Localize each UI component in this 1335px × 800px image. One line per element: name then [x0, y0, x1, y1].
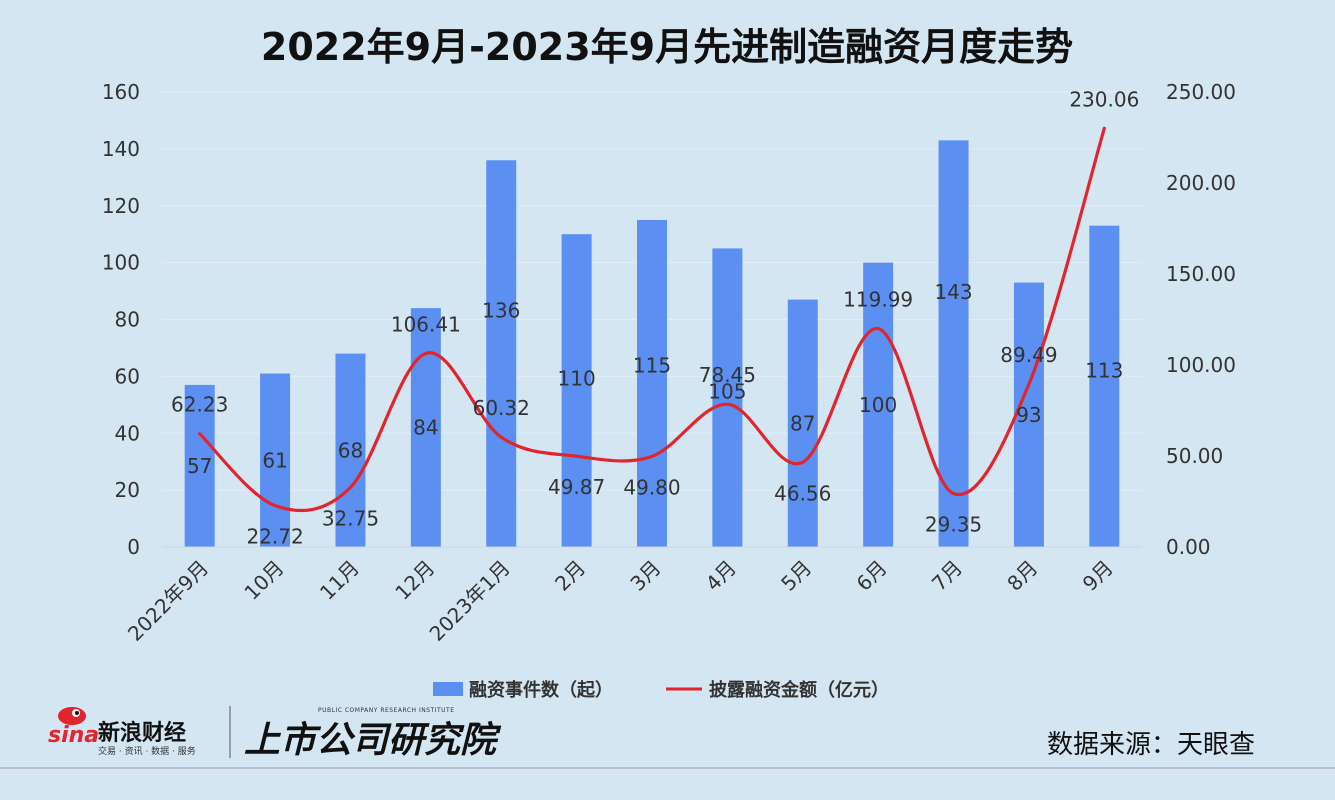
bar-data-label: 87	[790, 411, 815, 435]
line-data-label: 29.35	[925, 513, 982, 537]
bar	[637, 219, 667, 547]
chart-title: 2022年9月-2023年9月先进制造融资月度走势	[261, 25, 1073, 69]
bar	[863, 262, 894, 547]
sina-logo-text: sina	[48, 723, 99, 748]
line-data-label: 32.75	[322, 506, 379, 530]
x-tick-label: 12月	[390, 556, 439, 605]
line-data-labels: 62.23 22.72 32.75 106.41 60.32 49.87 49.80 78.4…	[171, 87, 1139, 548]
x-tick-label: 7月	[927, 556, 967, 596]
bar	[787, 299, 818, 547]
y-right-tick-label: 150.00	[1166, 262, 1236, 286]
bar	[561, 234, 592, 547]
bar	[712, 248, 743, 547]
y-axis-right: 0.00 50.00 100.00 150.00 200.00 250.00	[1166, 80, 1236, 559]
line-data-label: 78.45	[699, 363, 756, 387]
bar	[184, 384, 215, 547]
legend-label-line: 披露融资金额（亿元）	[709, 679, 889, 701]
y-right-tick-label: 0.00	[1166, 535, 1211, 559]
y-right-tick-label: 50.00	[1166, 444, 1223, 468]
bar-data-label: 136	[482, 298, 520, 322]
bar-data-label: 113	[1085, 359, 1123, 383]
line-data-label: 46.56	[774, 481, 831, 505]
bar-data-label: 110	[558, 367, 596, 391]
line-data-label: 62.23	[171, 393, 228, 417]
x-tick-label: 3月	[625, 556, 665, 596]
line-data-label: 49.80	[623, 475, 680, 499]
bar-data-label: 93	[1016, 403, 1041, 427]
x-tick-label: 8月	[1002, 556, 1042, 596]
institute-en-name: PUBLIC COMPANY RESEARCH INSTITUTE	[318, 707, 454, 714]
x-tick-label: 11月	[315, 556, 364, 605]
x-tick-label: 2022年9月	[123, 556, 213, 646]
bar-data-label: 68	[338, 438, 363, 462]
bar-data-label: 100	[859, 393, 897, 417]
line-path	[198, 126, 1106, 513]
y-axis-left: 0 20 40 60 80 100 120 140 160	[102, 80, 140, 559]
y-left-tick-label: 80	[115, 308, 140, 332]
line-data-label: 49.87	[548, 475, 605, 499]
bar	[1013, 282, 1044, 547]
line-data-label: 22.72	[246, 525, 303, 549]
bar	[335, 353, 366, 547]
legend: 融资事件数（起） 披露融资金额（亿元）	[433, 679, 889, 701]
line-data-label: 119.99	[843, 288, 913, 312]
y-left-tick-label: 120	[102, 194, 140, 218]
x-tick-label: 2月	[550, 556, 590, 596]
legend-label-bar: 融资事件数（起）	[469, 679, 613, 701]
bar	[938, 140, 969, 547]
bar-data-label: 57	[187, 454, 212, 478]
x-tick-label: 2023年1月	[425, 556, 515, 646]
x-tick-label: 4月	[701, 556, 741, 596]
legend-swatch-bar	[433, 682, 463, 696]
bar-series	[184, 140, 1120, 547]
line-series	[198, 126, 1106, 513]
institute-name: 上市公司研究院	[244, 720, 502, 761]
sina-finance-logo: sina 新浪财经 交易 · 资讯 · 数据 · 服务	[48, 707, 196, 757]
x-tick-label: 10月	[240, 556, 289, 605]
y-left-tick-label: 160	[102, 80, 140, 104]
sina-services: 交易 · 资讯 · 数据 · 服务	[98, 745, 196, 757]
bar	[486, 160, 517, 547]
line-data-label: 60.32	[473, 396, 530, 420]
bar-data-label: 115	[633, 353, 671, 377]
x-tick-label: 5月	[776, 556, 816, 596]
y-right-tick-label: 100.00	[1166, 353, 1236, 377]
y-right-tick-label: 200.00	[1166, 171, 1236, 195]
bar	[1089, 225, 1120, 547]
y-left-tick-label: 20	[115, 478, 140, 502]
line-data-label: 106.41	[391, 312, 461, 336]
bar-data-labels: 57 61 68 84 136 110 115 105 87 100 143 93 113	[187, 280, 1123, 478]
y-left-tick-label: 0	[127, 535, 140, 559]
sina-finance-name: 新浪财经	[98, 720, 186, 746]
bar	[260, 373, 291, 547]
y-right-tick-label: 250.00	[1166, 80, 1236, 104]
bar-data-label: 143	[934, 280, 972, 304]
data-source: 数据来源：天眼查	[1047, 730, 1255, 760]
y-left-tick-label: 100	[102, 251, 140, 275]
x-tick-label: 9月	[1078, 556, 1118, 596]
line-data-label: 89.49	[1000, 343, 1057, 367]
bar-data-label: 105	[708, 380, 746, 404]
y-left-tick-label: 140	[102, 137, 140, 161]
y-left-tick-label: 60	[115, 364, 140, 388]
bar	[410, 308, 441, 547]
line-data-label: 230.06	[1069, 87, 1139, 111]
bar-data-label: 61	[262, 448, 287, 472]
sina-eye-icon	[58, 707, 86, 725]
institute-logo: PUBLIC COMPANY RESEARCH INSTITUTE 上市公司研究…	[244, 707, 502, 761]
x-tick-label: 6月	[852, 556, 892, 596]
y-left-tick-label: 40	[115, 421, 140, 445]
bar-data-label: 84	[413, 416, 438, 440]
